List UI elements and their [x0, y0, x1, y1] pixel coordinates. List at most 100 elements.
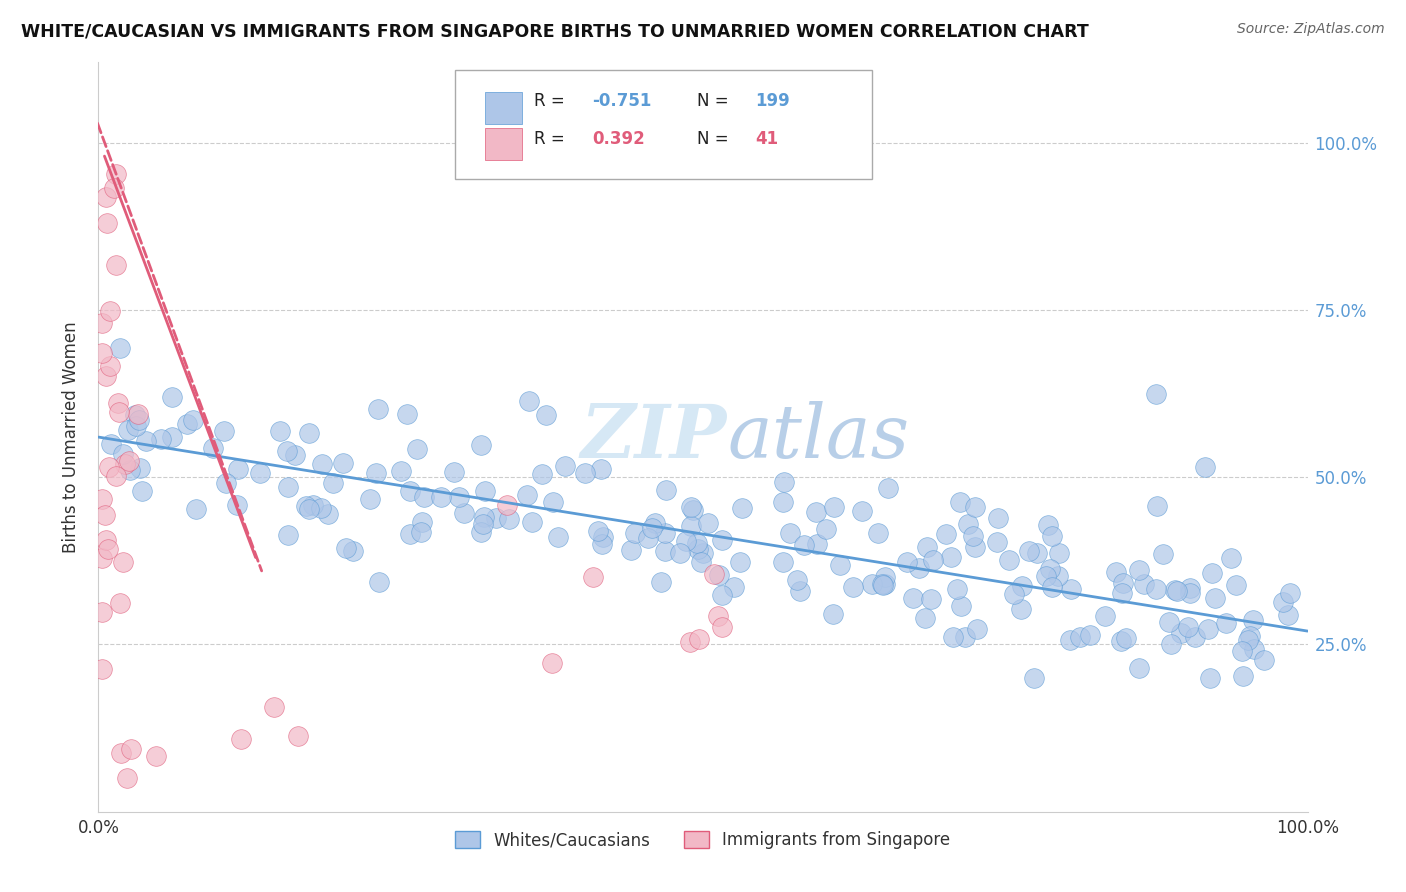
Point	[821, 607, 844, 621]
Point	[654, 544, 676, 558]
Point	[1024, 671, 1046, 685]
Text: 199: 199	[755, 93, 790, 111]
Point	[710, 620, 733, 634]
Point	[554, 459, 576, 474]
Text: R =: R =	[534, 93, 564, 111]
Point	[675, 533, 697, 548]
Point	[591, 537, 613, 551]
Text: atlas: atlas	[727, 401, 910, 474]
Point	[105, 258, 128, 272]
Point	[389, 464, 412, 478]
Point	[679, 500, 702, 515]
Point	[582, 570, 605, 584]
Point	[914, 611, 936, 625]
Point	[953, 630, 976, 644]
Point	[644, 516, 666, 530]
Point	[723, 580, 745, 594]
Point	[1219, 550, 1241, 565]
Point	[470, 524, 492, 539]
Point	[1111, 586, 1133, 600]
Text: 41: 41	[755, 130, 778, 148]
Point	[1128, 563, 1150, 577]
Point	[1201, 566, 1223, 581]
Point	[181, 413, 204, 427]
Point	[679, 518, 702, 533]
Point	[547, 530, 569, 544]
Text: 0.392: 0.392	[592, 130, 644, 148]
Point	[873, 576, 896, 591]
Point	[1278, 586, 1301, 600]
Point	[949, 599, 972, 613]
Point	[1271, 595, 1294, 609]
Point	[131, 484, 153, 499]
Point	[225, 498, 247, 512]
Point	[710, 588, 733, 602]
Point	[1128, 661, 1150, 675]
Point	[842, 580, 865, 594]
Text: N =: N =	[697, 93, 728, 111]
Point	[519, 393, 541, 408]
Point	[1059, 582, 1081, 597]
Point	[322, 476, 344, 491]
Point	[707, 568, 730, 582]
Point	[516, 487, 538, 501]
Point	[145, 748, 167, 763]
Point	[920, 592, 942, 607]
Point	[520, 515, 543, 529]
Point	[806, 537, 828, 551]
Point	[108, 596, 131, 610]
Point	[703, 567, 725, 582]
Point	[470, 437, 492, 451]
Point	[690, 555, 713, 569]
Point	[1253, 653, 1275, 667]
Point	[815, 522, 838, 536]
Text: ZIP: ZIP	[581, 401, 727, 474]
Point	[678, 634, 700, 648]
Point	[97, 541, 120, 556]
Point	[1241, 613, 1264, 627]
Point	[98, 359, 121, 373]
Point	[591, 462, 613, 476]
Point	[368, 574, 391, 589]
Point	[318, 508, 340, 522]
Point	[1069, 631, 1091, 645]
Point	[395, 407, 418, 421]
Point	[91, 345, 114, 359]
Point	[860, 577, 883, 591]
Point	[1194, 460, 1216, 475]
Point	[97, 460, 120, 475]
Point	[120, 742, 142, 756]
Point	[498, 512, 520, 526]
Point	[108, 405, 131, 419]
Point	[269, 425, 291, 439]
Point	[1026, 546, 1049, 560]
Point	[1170, 626, 1192, 640]
Point	[91, 551, 114, 566]
Point	[1010, 602, 1032, 616]
Point	[485, 510, 508, 524]
Point	[96, 216, 118, 230]
Point	[135, 434, 157, 448]
Point	[637, 531, 659, 545]
Point	[806, 505, 828, 519]
Point	[1236, 632, 1258, 647]
Point	[104, 168, 127, 182]
Point	[877, 482, 900, 496]
Point	[411, 525, 433, 540]
Point	[1152, 547, 1174, 561]
Point	[215, 476, 238, 491]
Point	[1160, 637, 1182, 651]
Point	[91, 316, 114, 330]
Point	[1239, 629, 1261, 643]
Point	[115, 771, 138, 785]
Point	[908, 561, 931, 575]
Point	[789, 583, 811, 598]
Point	[127, 407, 149, 421]
Text: WHITE/CAUCASIAN VS IMMIGRANTS FROM SINGAPORE BIRTHS TO UNMARRIED WOMEN CORRELATI: WHITE/CAUCASIAN VS IMMIGRANTS FROM SINGA…	[21, 22, 1088, 40]
Point	[1146, 499, 1168, 513]
Point	[669, 546, 692, 560]
Legend: Whites/Caucasians, Immigrants from Singapore: Whites/Caucasians, Immigrants from Singa…	[449, 824, 957, 855]
Point	[103, 181, 125, 195]
Point	[1178, 582, 1201, 596]
Point	[1197, 622, 1219, 636]
